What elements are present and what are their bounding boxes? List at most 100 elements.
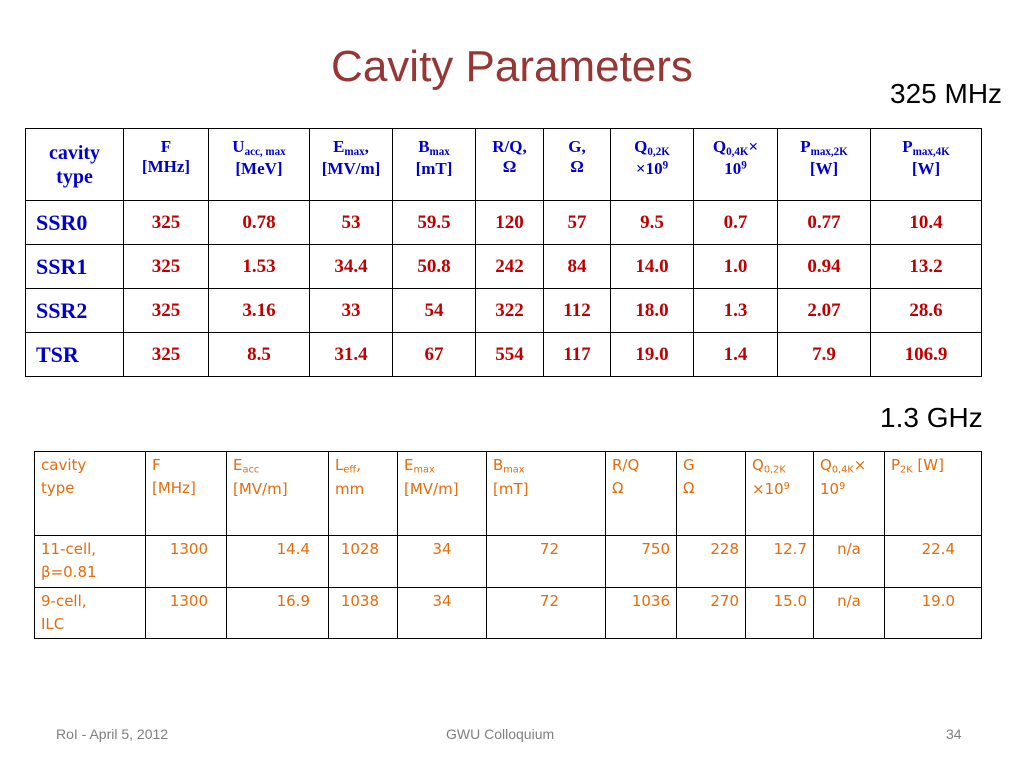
cell-emax: 31.4 [309, 332, 393, 377]
header-unit: [mT] [493, 479, 529, 498]
cell-eacc: 16.9 [226, 586, 329, 639]
header-superscript: 9 [741, 159, 747, 172]
cell-q4k: 1.4 [693, 332, 778, 377]
header-superscript: 9 [662, 159, 669, 172]
header-text: P [902, 137, 913, 156]
cell-pmax4k: 28.6 [870, 288, 982, 333]
header-text: × [853, 456, 867, 474]
cell-q2k: 19.0 [610, 332, 694, 377]
header-text: G [683, 456, 695, 474]
header-subscript: max [413, 464, 435, 476]
cell-emax: 33 [309, 288, 393, 333]
header-rq: R/Q, Ω [475, 128, 544, 201]
cell-rq: 554 [475, 332, 544, 377]
cell-q2k: 14.0 [610, 244, 694, 289]
header-unit: ×10 [752, 479, 784, 498]
header-unit: [MHz] [141, 157, 191, 177]
header-subscript: eff [343, 464, 357, 476]
header-rq: R/Q Ω [605, 451, 677, 536]
header-superscript: 9 [839, 480, 846, 492]
header-q4k: Q0,4K× 109 [693, 128, 778, 201]
cell-pmax4k: 10.4 [870, 200, 982, 245]
cell-bmax: 67 [392, 332, 476, 377]
cavity-table-325mhz: cavity type F [MHz] Uacc, max [MeV] Emax… [25, 128, 982, 377]
header-emax: Emax, [MV/m] [309, 128, 393, 201]
cell-p2k: 19.0 [884, 586, 982, 639]
header-text: , [364, 137, 369, 156]
cell-uacc: 8.5 [208, 332, 310, 377]
table-row-ssr0: SSR0 325 0.78 53 59.5 120 57 9.5 0.7 0.7… [25, 200, 982, 245]
cell-q2k: 9.5 [610, 200, 694, 245]
header-text: Q [752, 456, 764, 474]
header-subscript: max,2K [810, 145, 848, 158]
row-label-line: 9-cell, [41, 591, 87, 610]
header-unit: ×10 [635, 159, 663, 178]
table-header-row: cavity type F [MHz] Uacc, max [MeV] Emax… [25, 128, 982, 201]
header-text: F [152, 456, 161, 474]
cell-bmax: 54 [392, 288, 476, 333]
cell-g: 112 [543, 288, 611, 333]
header-subscript: 2K [900, 464, 913, 476]
header-unit: [MV/m] [233, 479, 288, 498]
header-unit: [MV/m] [321, 159, 381, 178]
table-row-9-cell: 9-cell, ILC 1300 16.9 1038 34 72 1036 27… [34, 586, 982, 639]
cell-rq: 120 [475, 200, 544, 245]
header-bmax: Bmax [mT] [486, 451, 606, 536]
header-text: R/Q, [492, 137, 527, 156]
cell-g: 228 [676, 535, 746, 588]
footer-left-text: RoI - April 5, 2012 [56, 726, 169, 742]
header-unit: [mT] [415, 159, 453, 178]
row-label-line: β=0.81 [41, 563, 97, 582]
frequency-label-1-3ghz: 1.3 GHz [880, 402, 983, 433]
header-q2k: Q0,2K ×109 [610, 128, 694, 201]
header-subscript: max [429, 145, 450, 158]
header-unit: Ω [683, 479, 695, 498]
row-label: TSR [25, 332, 124, 377]
table-row-tsr: TSR 325 8.5 31.4 67 554 117 19.0 1.4 7.9… [25, 332, 982, 377]
header-g: G, Ω [543, 128, 611, 201]
header-subscript: 0,2K [647, 145, 670, 158]
cell-q4k: 1.3 [693, 288, 778, 333]
cell-pmax2k: 0.77 [777, 200, 871, 245]
cell-emax: 53 [309, 200, 393, 245]
header-unit: [MHz] [152, 479, 196, 498]
row-label: SSR0 [25, 200, 124, 245]
cell-uacc: 3.16 [208, 288, 310, 333]
header-f: F [MHz] [123, 128, 209, 201]
cell-rq: 242 [475, 244, 544, 289]
cell-bmax: 72 [486, 586, 606, 639]
cell-g: 270 [676, 586, 746, 639]
header-subscript: max [344, 145, 365, 158]
cell-uacc: 0.78 [208, 200, 310, 245]
header-pmax4k: Pmax,4K [W] [870, 128, 982, 201]
header-uacc: Uacc, max [MeV] [208, 128, 310, 201]
cell-bmax: 72 [486, 535, 606, 588]
header-text: L [335, 456, 344, 474]
header-subscript: acc, max [244, 145, 286, 158]
cell-bmax: 59.5 [392, 200, 476, 245]
header-text: E [233, 456, 243, 474]
header-text: × [748, 137, 759, 156]
header-text: P [800, 137, 811, 156]
cell-pmax2k: 7.9 [777, 332, 871, 377]
header-unit: 10 [820, 479, 840, 498]
header-text: type [41, 479, 75, 498]
cell-q2k: 18.0 [610, 288, 694, 333]
cell-f: 1300 [145, 535, 227, 588]
header-text: P [891, 456, 901, 474]
cell-g: 117 [543, 332, 611, 377]
cell-q4k: n/a [813, 535, 885, 588]
cell-emax: 34.4 [309, 244, 393, 289]
header-text: [W] [912, 456, 944, 474]
table-row-11-cell: 11-cell, β=0.81 1300 14.4 1028 34 72 750… [34, 535, 982, 588]
cell-g: 57 [543, 200, 611, 245]
row-label-line: ILC [41, 614, 65, 633]
header-q2k: Q0,2K ×109 [745, 451, 814, 536]
cell-g: 84 [543, 244, 611, 289]
header-unit: [W] [809, 159, 839, 178]
header-unit: mm [335, 479, 365, 498]
header-text: Q [634, 137, 648, 156]
header-unit: 10 [724, 159, 742, 178]
cell-pmax2k: 0.94 [777, 244, 871, 289]
header-text: cavity [41, 456, 87, 474]
